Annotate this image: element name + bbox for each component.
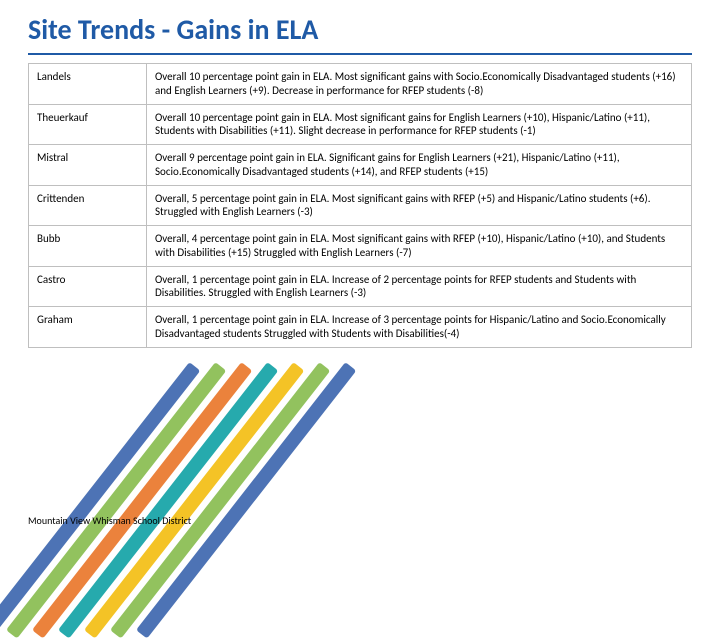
trends-tbody: LandelsOverall 10 percentage point gain … — [29, 64, 692, 348]
trends-table: LandelsOverall 10 percentage point gain … — [28, 63, 692, 348]
site-cell: Mistral — [29, 145, 147, 186]
decorative-stripes — [0, 370, 240, 570]
table-row: LandelsOverall 10 percentage point gain … — [29, 64, 692, 105]
title-underline — [28, 53, 692, 55]
desc-cell: Overall 9 percentage point gain in ELA. … — [147, 145, 692, 186]
desc-cell: Overall, 1 percentage point gain in ELA.… — [147, 307, 692, 348]
stripe — [110, 362, 330, 639]
table-row: GrahamOverall, 1 percentage point gain i… — [29, 307, 692, 348]
table-row: MistralOverall 9 percentage point gain i… — [29, 145, 692, 186]
desc-cell: Overall, 1 percentage point gain in ELA.… — [147, 266, 692, 307]
table-row: CrittendenOverall, 5 percentage point ga… — [29, 185, 692, 226]
desc-cell: Overall, 5 percentage point gain in ELA.… — [147, 185, 692, 226]
site-cell: Theuerkauf — [29, 104, 147, 145]
table-row: TheuerkaufOverall 10 percentage point ga… — [29, 104, 692, 145]
table-row: CastroOverall, 1 percentage point gain i… — [29, 266, 692, 307]
stripe — [84, 362, 304, 639]
page-title: Site Trends - Gains in ELA — [0, 0, 720, 53]
desc-cell: Overall, 4 percentage point gain in ELA.… — [147, 226, 692, 267]
site-cell: Crittenden — [29, 185, 147, 226]
table-row: BubbOverall, 4 percentage point gain in … — [29, 226, 692, 267]
footer-text: Mountain View Whisman School District — [28, 514, 191, 527]
site-cell: Castro — [29, 266, 147, 307]
site-cell: Graham — [29, 307, 147, 348]
stripe — [136, 362, 356, 639]
site-cell: Landels — [29, 64, 147, 105]
site-cell: Bubb — [29, 226, 147, 267]
desc-cell: Overall 10 percentage point gain in ELA.… — [147, 104, 692, 145]
desc-cell: Overall 10 percentage point gain in ELA.… — [147, 64, 692, 105]
